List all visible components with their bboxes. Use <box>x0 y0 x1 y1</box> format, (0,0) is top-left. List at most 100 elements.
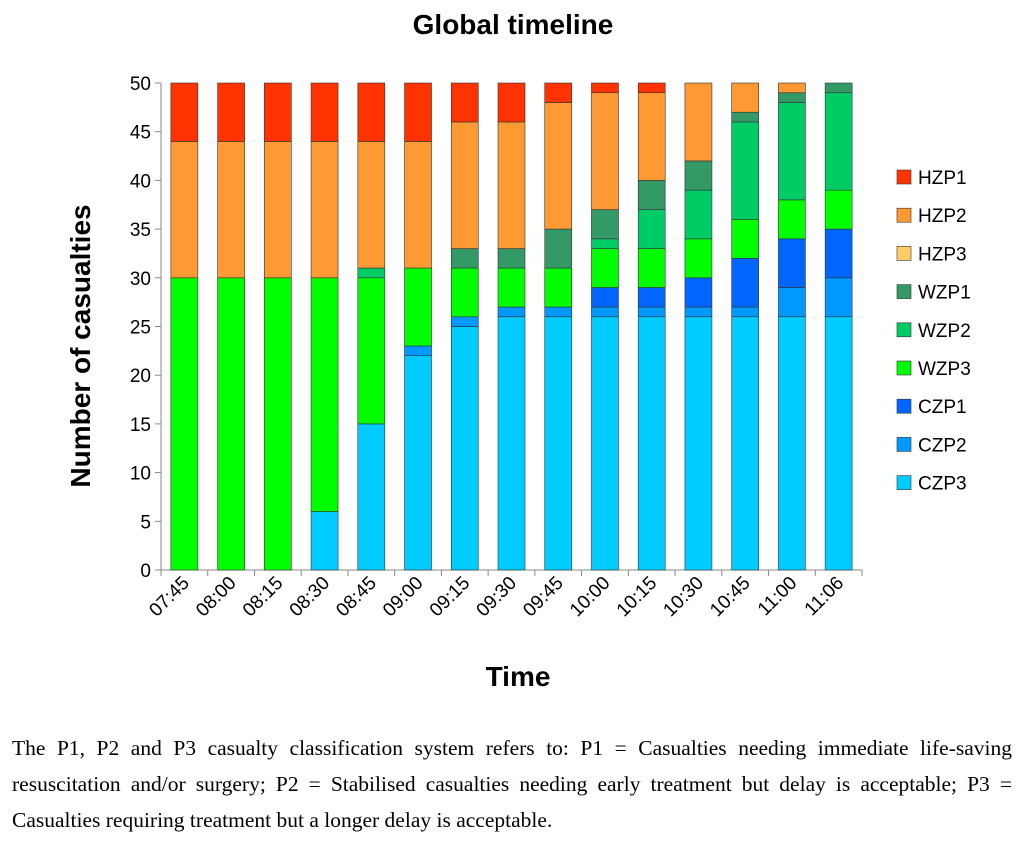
bar-segment-czp2 <box>497 306 526 318</box>
bar-segment-hzp2 <box>591 92 619 210</box>
bar-segment-czp1 <box>591 287 619 308</box>
y-tick-label: 45 <box>130 123 151 144</box>
bar-segment-wzp2 <box>684 189 713 240</box>
bar-segment-wzp1 <box>684 160 713 191</box>
legend-label-wzp1: WZP1 <box>918 283 971 304</box>
x-tick-label: 08:30 <box>286 573 334 621</box>
legend-swatch-czp2 <box>896 437 912 452</box>
bar-segment-hzp2 <box>217 141 245 279</box>
bar-segment-wzp3 <box>731 219 759 259</box>
legend-label-hzp3: HZP3 <box>918 244 967 265</box>
legend-label-czp3: CZP3 <box>918 474 967 495</box>
bar-segment-wzp1 <box>637 180 666 210</box>
x-axis-title: Time <box>486 661 551 692</box>
bar-segment-czp2 <box>544 306 573 318</box>
x-tick-label: 09:45 <box>519 573 567 621</box>
bar-segment-wzp1 <box>450 248 479 269</box>
legend-label-hzp1: HZP1 <box>918 168 967 189</box>
bar-segment-wzp2 <box>357 267 386 279</box>
bar-segment-czp1 <box>778 238 806 288</box>
bar-segment-wzp3 <box>591 248 619 288</box>
x-tick-label: 10:15 <box>613 573 661 621</box>
bar-segment-hzp1 <box>404 82 432 142</box>
x-tick-label: 09:00 <box>379 573 427 621</box>
legend-swatch-wzp1 <box>896 284 912 299</box>
bar-segment-czp3 <box>731 316 759 571</box>
bar-segment-wzp1 <box>544 228 573 269</box>
bar-segment-czp3 <box>824 316 853 571</box>
bar-segment-wzp3 <box>217 277 245 571</box>
x-tick-label: 11:00 <box>754 573 801 620</box>
y-tick-label: 15 <box>130 415 151 436</box>
x-tick-label: 08:45 <box>332 573 380 621</box>
legend-swatch-wzp2 <box>896 322 912 338</box>
bar-segment-wzp3 <box>497 267 526 308</box>
bar-segment-hzp2 <box>170 141 199 279</box>
bar-segment-hzp2 <box>544 102 573 230</box>
bar-segment-wzp1 <box>731 111 759 123</box>
legend-swatch-hzp1 <box>896 169 912 185</box>
bar-segment-czp1 <box>684 277 713 308</box>
bar-segment-czp2 <box>637 306 666 318</box>
bar-segment-wzp3 <box>404 267 432 347</box>
bar-segment-hzp1 <box>264 82 292 142</box>
bar-segment-hzp2 <box>450 121 479 249</box>
bars <box>170 82 853 571</box>
bar-segment-wzp3 <box>264 277 292 571</box>
bar-segment-wzp3 <box>310 277 339 512</box>
x-tick-label: 09:15 <box>426 573 474 621</box>
bar-segment-czp1 <box>637 287 666 308</box>
bar-segment-czp2 <box>591 306 619 318</box>
x-tick-label: 09:30 <box>473 573 521 621</box>
bar-segment-hzp1 <box>450 82 479 123</box>
bar-segment-wzp1 <box>778 92 806 103</box>
bar-segment-wzp1 <box>591 209 619 240</box>
x-tick-label: 08:15 <box>239 573 287 621</box>
bar-segment-czp3 <box>404 355 432 571</box>
legend-swatch-hzp2 <box>896 207 912 223</box>
y-tick-label: 25 <box>130 318 151 339</box>
bar-segment-wzp1 <box>824 82 853 94</box>
bar-segment-wzp3 <box>170 277 199 571</box>
legend-label-czp2: CZP2 <box>918 435 967 456</box>
bar-segment-hzp2 <box>357 141 386 269</box>
x-tick-label: 07:45 <box>145 573 193 621</box>
bar-segment-wzp2 <box>591 238 619 249</box>
stacked-bar-chart: Global timeline 0 5 10 15 20 25 30 35 40 45 50 07:… <box>65 9 971 692</box>
legend-swatch-czp1 <box>896 398 912 414</box>
bar-segment-hzp1 <box>310 82 339 142</box>
legend-label-wzp3: WZP3 <box>918 359 971 380</box>
bar-segment-czp2 <box>684 306 713 318</box>
bar-segment-czp3 <box>591 316 619 571</box>
x-tick-label: 11:06 <box>801 573 848 620</box>
bar-segment-wzp3 <box>824 189 853 230</box>
bar-segment-hzp1 <box>637 82 666 94</box>
bar-segment-czp3 <box>450 326 479 571</box>
bar-segment-hzp2 <box>731 82 759 113</box>
bar-segment-czp1 <box>731 258 759 308</box>
bar-segment-czp2 <box>731 306 759 318</box>
legend-label-czp1: CZP1 <box>918 397 967 418</box>
bar-segment-wzp2 <box>637 209 666 249</box>
bar-segment-czp2 <box>450 316 479 327</box>
x-axis: 07:4508:0008:1508:3008:4509:0009:1509:30… <box>145 569 863 621</box>
bar-segment-hzp2 <box>264 141 292 279</box>
y-axis: 0 5 10 15 20 25 30 35 40 45 50 <box>130 74 162 582</box>
bar-segment-wzp3 <box>684 238 713 279</box>
bar-segment-hzp1 <box>170 82 199 142</box>
legend-label-hzp2: HZP2 <box>918 206 967 227</box>
bar-segment-czp3 <box>357 423 386 571</box>
bar-segment-czp3 <box>544 316 573 571</box>
bar-segment-hzp2 <box>497 121 526 249</box>
figure-caption: The P1, P2 and P3 casualty classificatio… <box>12 736 1012 832</box>
bar-segment-wzp2 <box>778 102 806 201</box>
bar-segment-czp2 <box>404 345 432 357</box>
bar-segment-hzp1 <box>544 82 573 103</box>
y-tick-label: 50 <box>130 74 151 95</box>
legend-swatch-czp3 <box>896 475 912 490</box>
bar-segment-hzp1 <box>497 82 526 123</box>
legend-swatch-hzp3 <box>896 246 912 261</box>
bar-segment-czp2 <box>778 287 806 318</box>
bar-segment-czp3 <box>778 316 806 571</box>
bar-segment-wzp2 <box>731 121 759 220</box>
